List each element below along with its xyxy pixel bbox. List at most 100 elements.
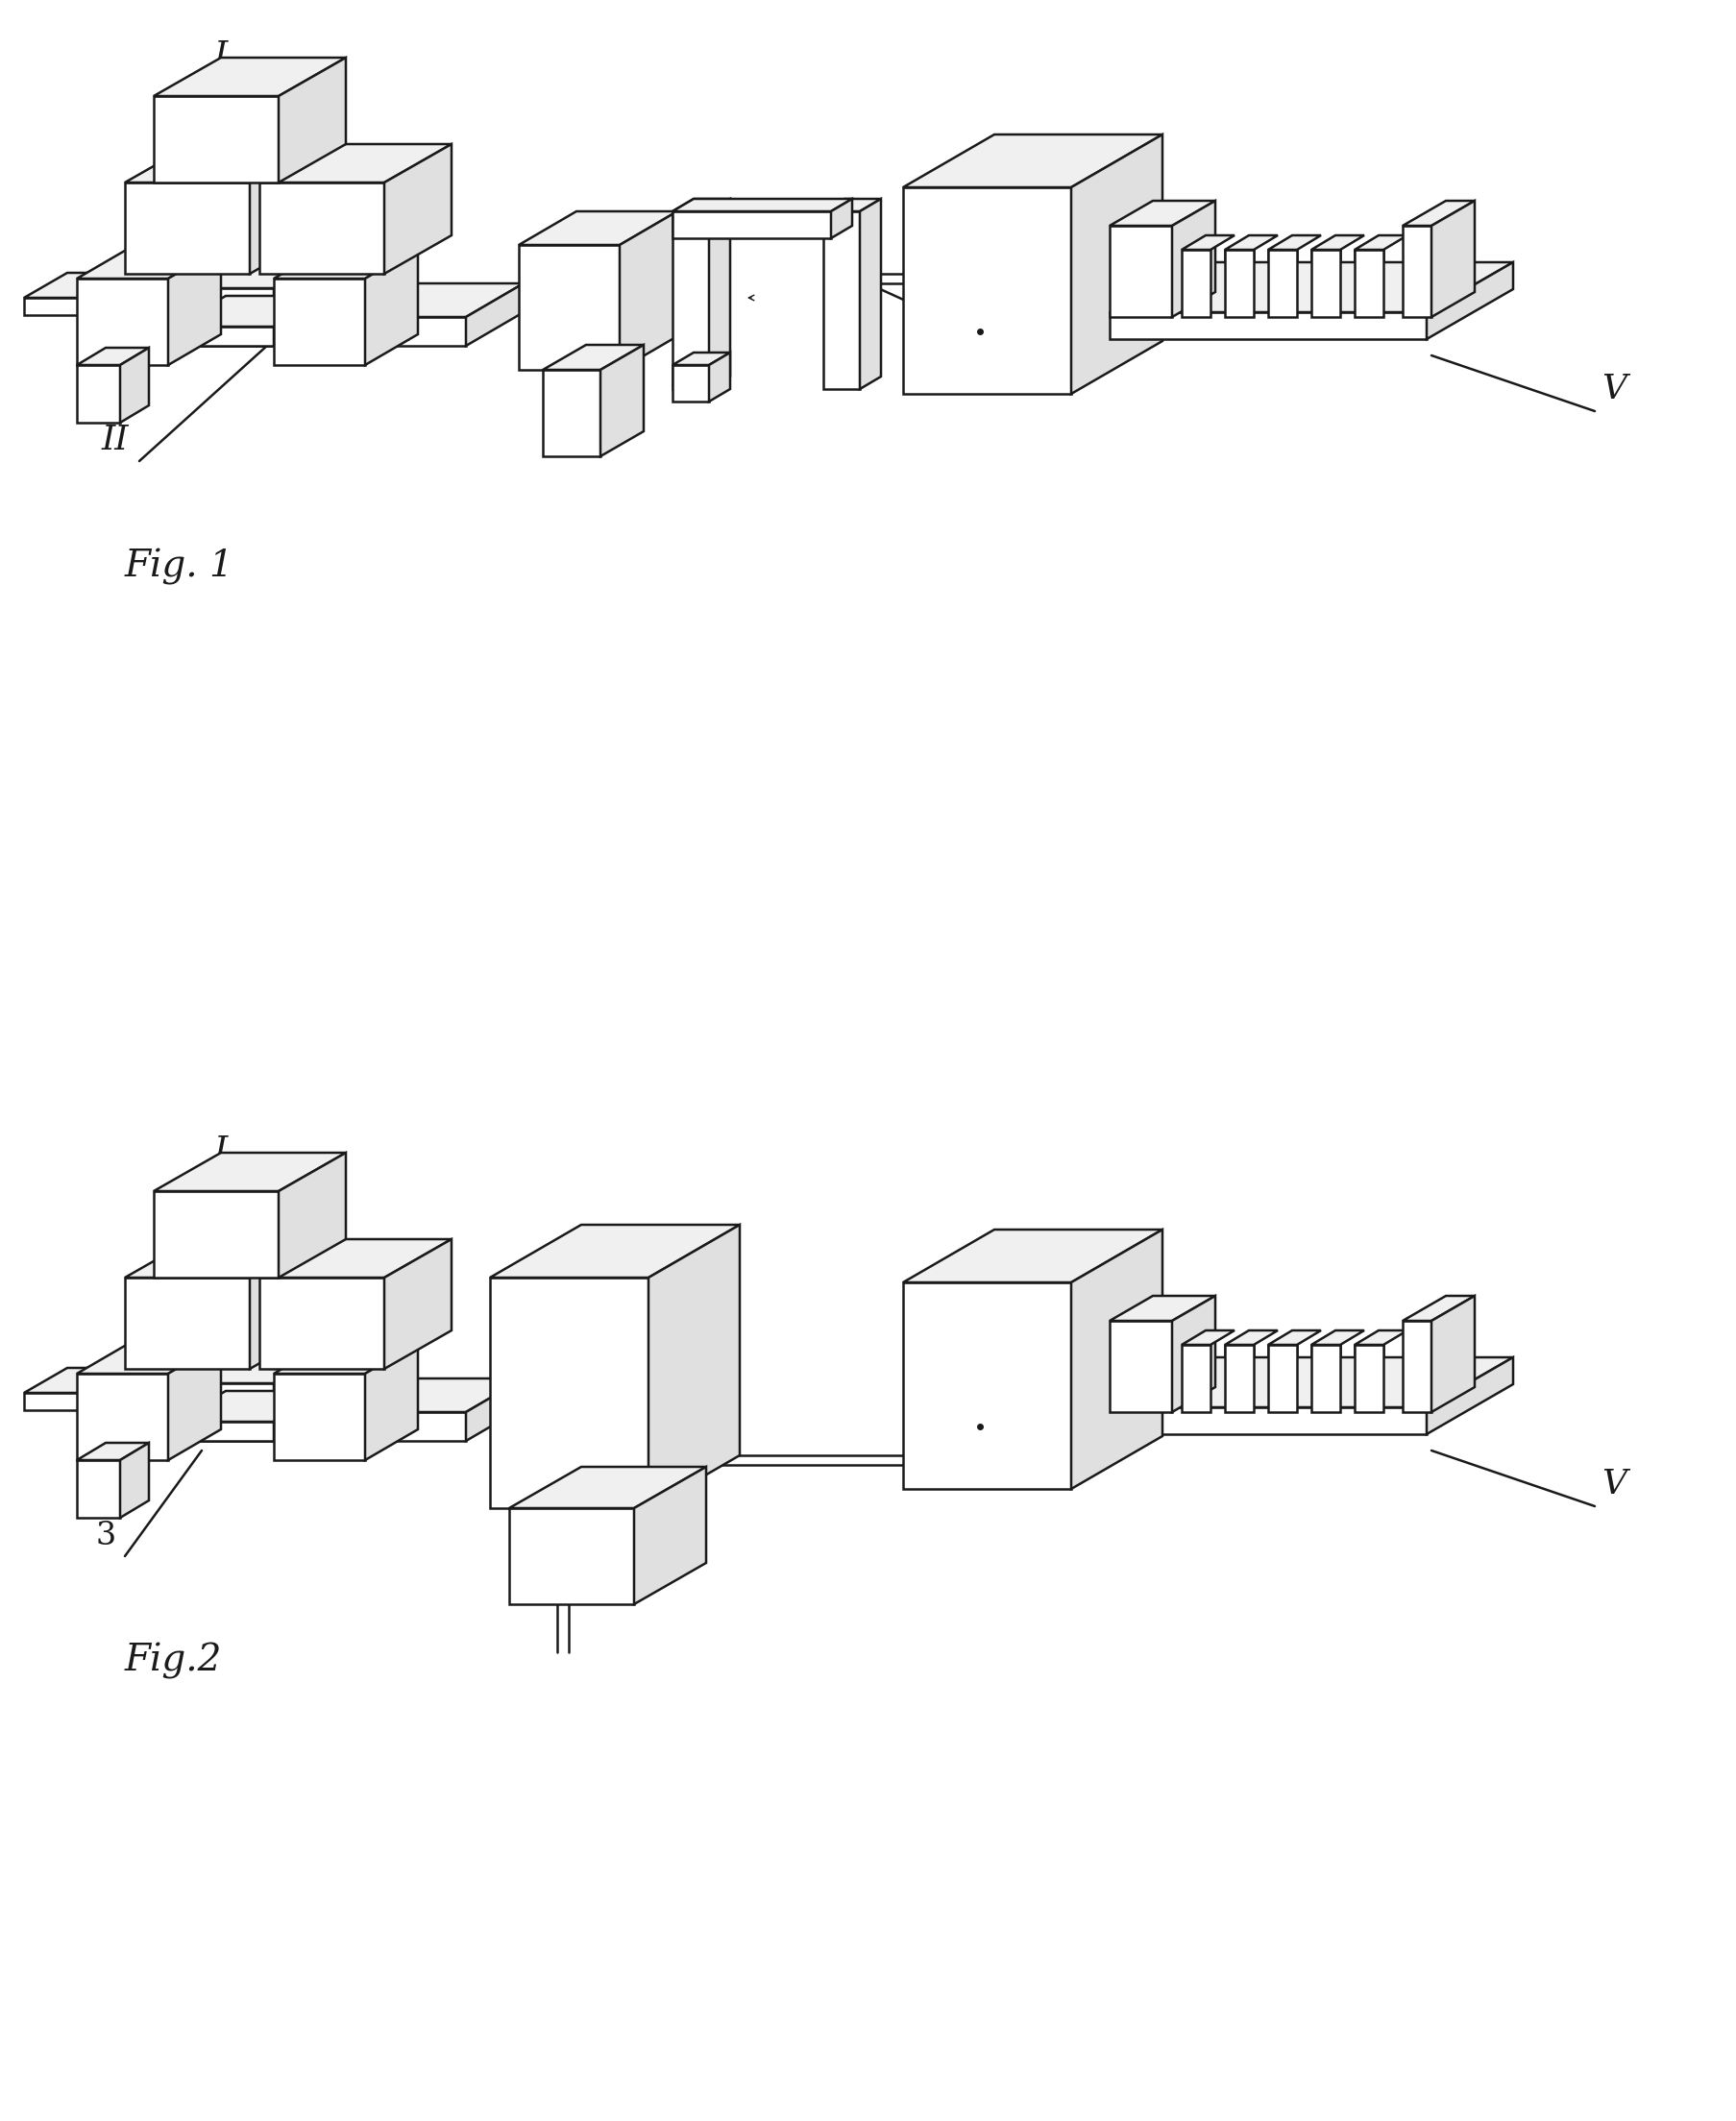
Polygon shape: [1267, 235, 1321, 250]
Polygon shape: [168, 1343, 220, 1459]
Polygon shape: [274, 1391, 326, 1440]
Polygon shape: [1109, 312, 1425, 339]
Polygon shape: [1180, 235, 1234, 250]
Polygon shape: [1109, 201, 1215, 225]
Polygon shape: [24, 274, 144, 297]
Polygon shape: [1354, 235, 1406, 250]
Polygon shape: [384, 144, 451, 274]
Polygon shape: [1172, 201, 1215, 316]
Polygon shape: [174, 295, 326, 327]
Polygon shape: [24, 1368, 144, 1393]
Polygon shape: [672, 212, 830, 238]
Polygon shape: [823, 212, 859, 388]
Polygon shape: [274, 248, 418, 278]
Polygon shape: [125, 1239, 318, 1277]
Polygon shape: [1311, 250, 1340, 316]
Polygon shape: [76, 278, 168, 365]
Polygon shape: [76, 365, 120, 422]
Polygon shape: [24, 1393, 101, 1410]
Text: IV: IV: [1047, 191, 1085, 223]
Polygon shape: [1109, 1296, 1215, 1321]
Polygon shape: [708, 199, 729, 388]
Text: V: V: [1601, 1468, 1625, 1500]
Polygon shape: [1403, 201, 1474, 225]
Polygon shape: [125, 1277, 250, 1368]
Polygon shape: [465, 284, 523, 346]
Polygon shape: [1311, 1330, 1363, 1345]
Polygon shape: [153, 1152, 345, 1192]
Polygon shape: [519, 212, 677, 244]
Polygon shape: [274, 1353, 326, 1404]
Text: III: III: [930, 276, 970, 310]
Polygon shape: [1425, 263, 1512, 339]
Polygon shape: [174, 1353, 326, 1383]
Polygon shape: [174, 257, 326, 288]
Text: 3: 3: [95, 1521, 116, 1550]
Polygon shape: [168, 248, 220, 365]
Polygon shape: [1425, 1357, 1512, 1434]
Polygon shape: [101, 1368, 144, 1410]
Text: IV: IV: [1047, 1285, 1085, 1317]
Polygon shape: [903, 134, 1161, 187]
Polygon shape: [174, 327, 274, 346]
Text: V: V: [1601, 373, 1625, 405]
Polygon shape: [259, 1277, 384, 1368]
Polygon shape: [92, 316, 465, 346]
Polygon shape: [823, 199, 880, 212]
Polygon shape: [76, 1374, 168, 1459]
Polygon shape: [509, 1468, 707, 1508]
Polygon shape: [672, 199, 852, 212]
Polygon shape: [76, 1459, 120, 1519]
Polygon shape: [365, 1343, 418, 1459]
Polygon shape: [1311, 235, 1363, 250]
Polygon shape: [672, 365, 708, 401]
Polygon shape: [1354, 1345, 1382, 1413]
Polygon shape: [1311, 1345, 1340, 1413]
Text: Fig. 1: Fig. 1: [125, 547, 234, 585]
Polygon shape: [1224, 1330, 1278, 1345]
Polygon shape: [672, 199, 729, 212]
Polygon shape: [1172, 1296, 1215, 1413]
Polygon shape: [174, 1421, 274, 1440]
Polygon shape: [274, 257, 326, 310]
Polygon shape: [125, 144, 318, 182]
Polygon shape: [903, 187, 1071, 395]
Polygon shape: [153, 57, 345, 95]
Polygon shape: [1403, 1321, 1430, 1413]
Polygon shape: [1403, 1296, 1474, 1321]
Polygon shape: [1430, 201, 1474, 316]
Polygon shape: [92, 1413, 465, 1440]
Polygon shape: [1354, 250, 1382, 316]
Polygon shape: [903, 1283, 1071, 1489]
Polygon shape: [1224, 250, 1253, 316]
Polygon shape: [1224, 1345, 1253, 1413]
Polygon shape: [620, 212, 677, 369]
Polygon shape: [859, 199, 880, 388]
Polygon shape: [250, 1239, 318, 1368]
Polygon shape: [1109, 263, 1512, 312]
Polygon shape: [672, 352, 729, 365]
Polygon shape: [174, 1391, 326, 1421]
Polygon shape: [384, 1239, 451, 1368]
Text: D: D: [672, 1326, 700, 1360]
Polygon shape: [274, 278, 365, 365]
Polygon shape: [274, 1374, 365, 1459]
Polygon shape: [830, 199, 852, 238]
Polygon shape: [153, 95, 278, 182]
Polygon shape: [92, 284, 523, 316]
Polygon shape: [490, 1277, 648, 1508]
Polygon shape: [1109, 225, 1172, 316]
Polygon shape: [519, 244, 620, 369]
Polygon shape: [259, 1239, 451, 1277]
Polygon shape: [1224, 235, 1278, 250]
Polygon shape: [1180, 1345, 1210, 1413]
Polygon shape: [76, 1343, 220, 1374]
Polygon shape: [101, 274, 144, 316]
Polygon shape: [542, 369, 601, 456]
Polygon shape: [1109, 1321, 1172, 1413]
Polygon shape: [672, 212, 708, 388]
Polygon shape: [1354, 1330, 1406, 1345]
Polygon shape: [1180, 250, 1210, 316]
Polygon shape: [250, 144, 318, 274]
Polygon shape: [259, 144, 451, 182]
